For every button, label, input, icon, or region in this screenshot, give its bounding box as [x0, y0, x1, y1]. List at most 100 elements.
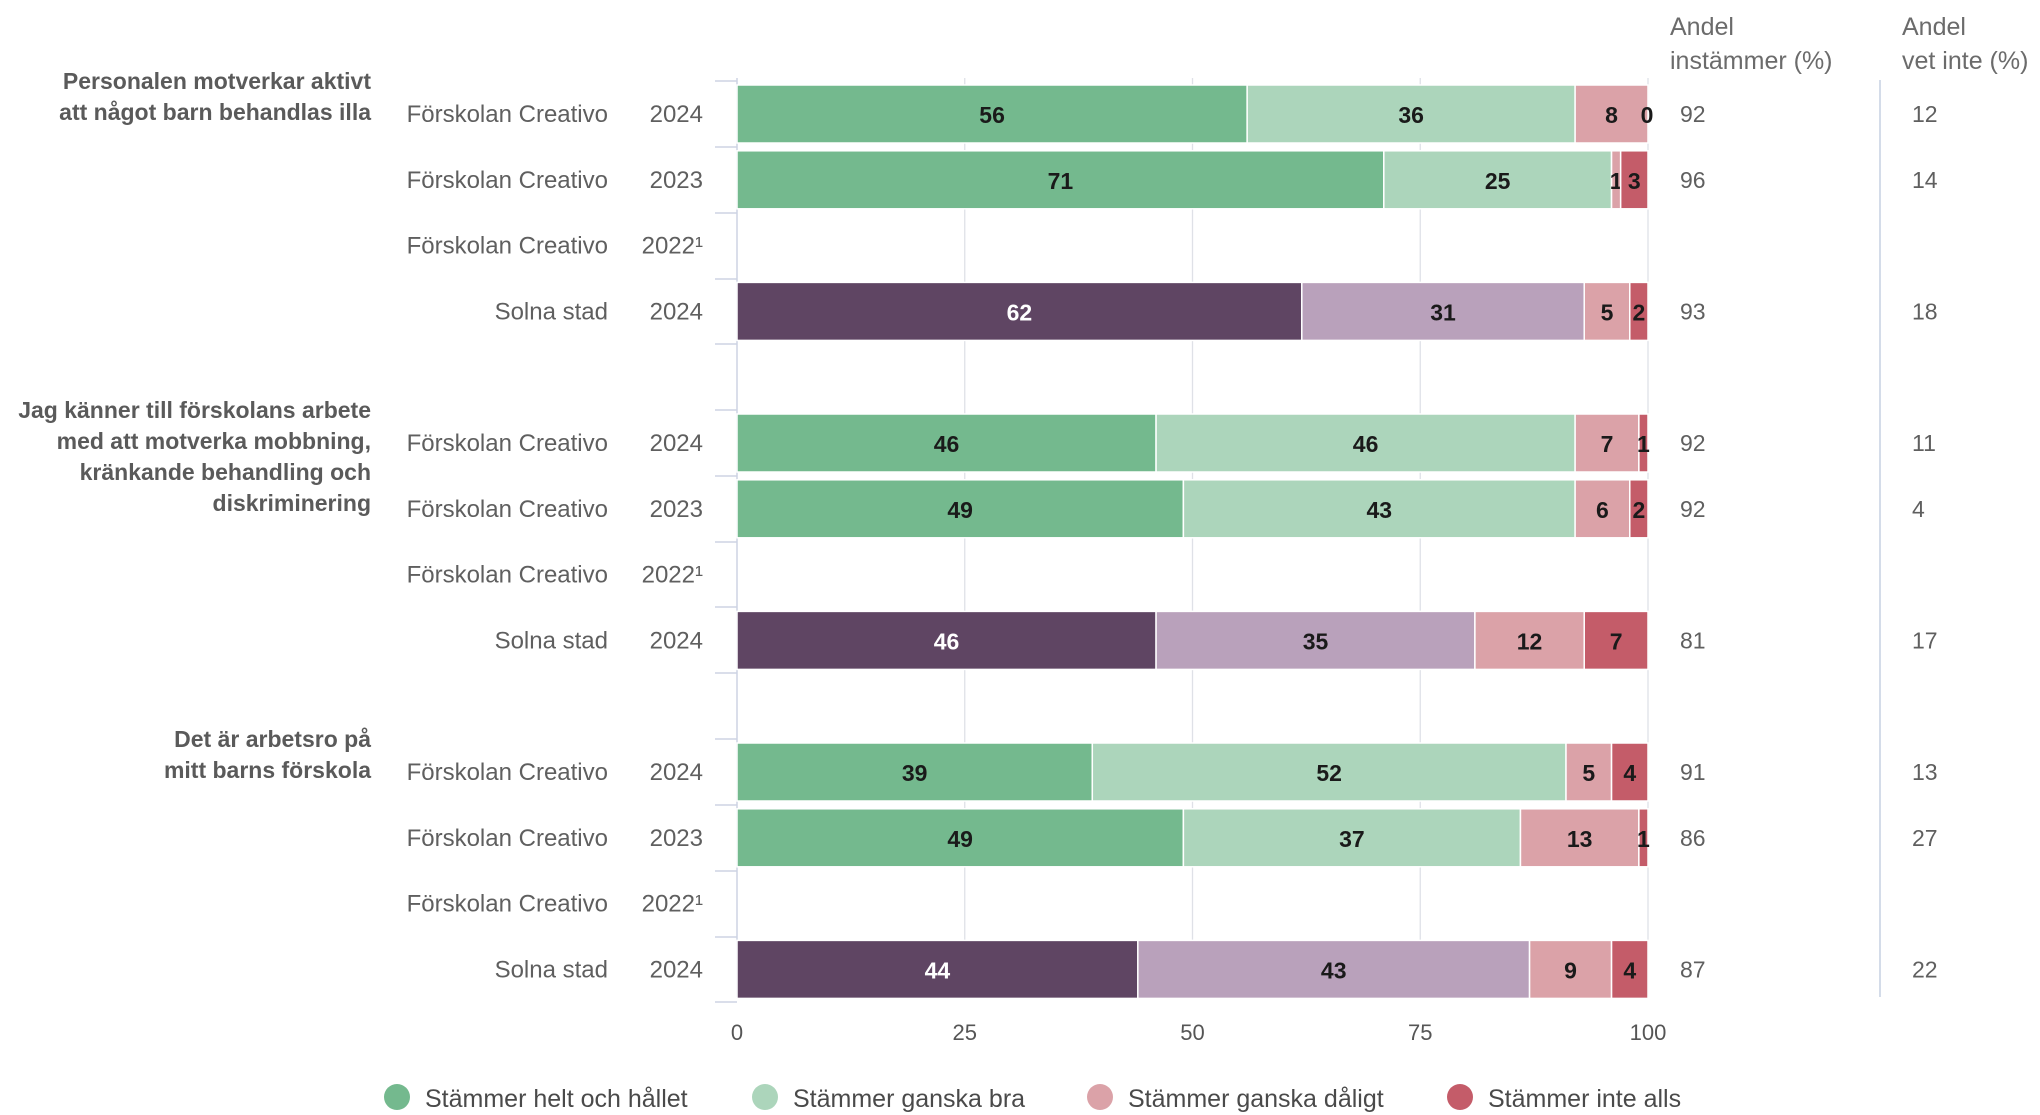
row-year-label: 2022¹ [642, 562, 703, 589]
data-label: 37 [1339, 826, 1365, 852]
question-label: diskriminering [213, 490, 371, 516]
data-label: 9 [1564, 957, 1577, 983]
bar-segment [1182, 479, 1576, 539]
row-year-label: 2024 [650, 101, 703, 128]
data-label: 44 [925, 957, 951, 983]
row-unit-label: Förskolan Creativo [407, 101, 608, 128]
data-label: 5 [1601, 299, 1614, 325]
data-label: 52 [1316, 760, 1342, 786]
data-label: 71 [1048, 168, 1074, 194]
row-unit-label: Förskolan Creativo [407, 233, 608, 260]
dont-know-share-value: 18 [1912, 298, 1938, 324]
question-label: kränkande behandling och [80, 459, 371, 485]
data-label: 56 [979, 102, 1005, 128]
bar-segment [1638, 413, 1649, 473]
data-label: 7 [1610, 628, 1623, 654]
bar-segment [736, 413, 1157, 473]
bar-segment [1383, 150, 1613, 210]
row-year-label: 2024 [650, 759, 703, 786]
legend-swatch [1087, 1084, 1113, 1110]
bar-segment [1182, 808, 1522, 868]
bar-segment [1583, 281, 1631, 342]
row-year-label: 2024 [650, 430, 703, 457]
bar-segment [1610, 742, 1649, 802]
agree-share-value: 81 [1680, 627, 1706, 653]
bar-segment [1629, 281, 1649, 342]
row-unit-label: Förskolan Creativo [407, 759, 608, 786]
data-label: 1 [1610, 168, 1623, 194]
bar-segment [1610, 939, 1649, 1000]
agree-share-value: 91 [1680, 759, 1706, 785]
row-unit-label: Solna stad [495, 956, 608, 983]
agree-share-header: instämmer (%) [1670, 47, 1833, 75]
data-label: 25 [1485, 168, 1511, 194]
row-unit-label: Förskolan Creativo [407, 825, 608, 852]
row-year-label: 2024 [650, 956, 703, 983]
bar-segment [1629, 479, 1649, 539]
data-label: 49 [947, 826, 973, 852]
row-year-label: 2022¹ [642, 891, 703, 918]
bar-segment [1619, 150, 1649, 210]
data-label: 31 [1430, 299, 1456, 325]
dont-know-share-value: 12 [1912, 101, 1938, 127]
bar-segment [1155, 413, 1576, 473]
data-label: 43 [1366, 497, 1392, 523]
legend-swatch [1447, 1084, 1473, 1110]
legend-swatch [384, 1084, 410, 1110]
row-unit-label: Förskolan Creativo [407, 891, 608, 918]
bar-segment [736, 742, 1094, 802]
data-label: 46 [934, 628, 960, 654]
legend-label: Stämmer helt och hållet [425, 1085, 688, 1113]
dont-know-share-value: 27 [1912, 825, 1938, 851]
dont-know-share-value: 4 [1912, 496, 1925, 522]
bar-segment [1574, 479, 1631, 539]
x-tick-label: 100 [1630, 1020, 1667, 1045]
row-year-label: 2022¹ [642, 233, 703, 260]
dont-know-share-value: 17 [1912, 627, 1938, 653]
data-label: 8 [1605, 102, 1618, 128]
row-year-label: 2024 [650, 627, 703, 654]
agree-share-header: Andel [1670, 13, 1734, 41]
x-tick-label: 50 [1180, 1020, 1204, 1045]
data-label: 2 [1632, 299, 1645, 325]
data-label: 46 [1353, 431, 1379, 457]
data-label: 3 [1628, 168, 1641, 194]
row-unit-label: Solna stad [495, 627, 608, 654]
question-label: Det är arbetsro på [174, 726, 371, 752]
data-label: 6 [1596, 497, 1609, 523]
data-label: 0 [1641, 102, 1654, 128]
bar-segment [736, 939, 1139, 1000]
x-tick-label: 75 [1408, 1020, 1432, 1045]
bar-segment [736, 281, 1303, 342]
agree-share-value: 92 [1680, 496, 1706, 522]
data-label: 43 [1321, 957, 1347, 983]
bar-segment [1519, 808, 1640, 868]
bar-segment [1638, 808, 1649, 868]
row-year-label: 2024 [650, 298, 703, 325]
x-tick-label: 25 [953, 1020, 977, 1045]
data-label: 2 [1632, 497, 1645, 523]
bar-segment [1155, 610, 1476, 671]
data-label: 12 [1517, 628, 1543, 654]
bar-segment [1301, 281, 1585, 342]
data-label: 62 [1007, 299, 1033, 325]
data-label: 39 [902, 760, 928, 786]
agree-share-value: 92 [1680, 101, 1706, 127]
row-unit-label: Förskolan Creativo [407, 496, 608, 523]
agree-share-value: 92 [1680, 430, 1706, 456]
bar-segment [736, 479, 1185, 539]
row-unit-label: Förskolan Creativo [407, 430, 608, 457]
row-unit-label: Solna stad [495, 298, 608, 325]
dont-know-share-value: 14 [1912, 167, 1938, 193]
dont-know-share-header: vet inte (%) [1902, 47, 2028, 75]
data-label: 36 [1398, 102, 1424, 128]
bar-segment [736, 150, 1385, 210]
bar-segment [1574, 84, 1649, 144]
bar-segment [1583, 610, 1649, 671]
bar-segment [1091, 742, 1567, 802]
question-label: att något barn behandlas illa [59, 99, 371, 125]
bar-segment [1574, 413, 1640, 473]
dont-know-share-value: 13 [1912, 759, 1938, 785]
row-year-label: 2023 [650, 167, 703, 194]
